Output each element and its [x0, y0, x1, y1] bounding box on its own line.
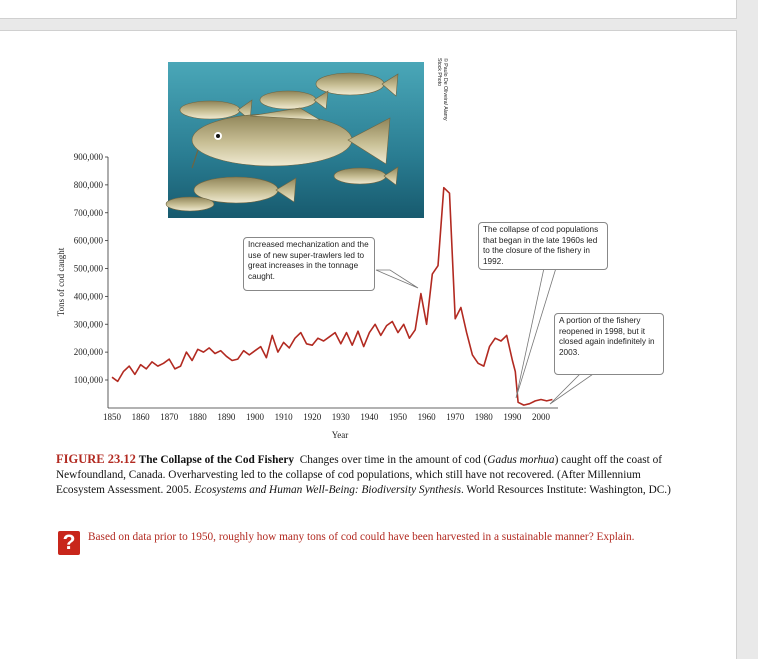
question-icon: ?: [58, 531, 80, 555]
x-tick-label: 1990: [503, 412, 522, 422]
source-title: Ecosystems and Human Well-Being: Biodive…: [194, 484, 461, 496]
x-tick-label: 1930: [332, 412, 351, 422]
x-tick-label: 1920: [303, 412, 322, 422]
callout-pointers: [375, 267, 598, 405]
x-tick-label: 1900: [246, 412, 265, 422]
photo-credit: © Paulo De Oliveira/ Alamy Stock Photo: [436, 58, 448, 121]
figure-caption: FIGURE 23.12 The Collapse of the Cod Fis…: [56, 452, 671, 496]
callout-mechanization: Increased mechanization and the use of n…: [243, 237, 375, 291]
y-tick-label: 500,000: [74, 264, 104, 274]
species-name: Gadus morhua: [487, 454, 555, 466]
x-tick-label: 1890: [217, 412, 236, 422]
callout-collapse: The collapse of cod populations that beg…: [478, 222, 608, 270]
x-tick-label: 1960: [418, 412, 437, 422]
y-tick-label: 300,000: [74, 319, 104, 329]
x-axis-ticks: 1850 1860 1870 1880 1890 1900 1910 1920 1930 1940…: [103, 412, 551, 422]
x-tick-label: 2000: [532, 412, 551, 422]
x-tick-label: 1970: [446, 412, 465, 422]
y-axis-ticks: 100,000 200,000 300,000 400,000 500,000 600,0…: [74, 152, 108, 385]
y-tick-label: 600,000: [74, 236, 104, 246]
series-line: [111, 186, 553, 406]
y-tick-label: 400,000: [74, 291, 104, 301]
top-page-strip: [0, 0, 737, 19]
y-tick-label: 800,000: [74, 180, 104, 190]
figure-number: FIGURE 23.12: [56, 452, 136, 466]
x-tick-label: 1880: [189, 412, 208, 422]
y-axis-label: Tons of cod caught: [56, 247, 66, 316]
callout-reopened: A portion of the fishery reopened in 199…: [554, 313, 664, 375]
x-tick-label: 1910: [275, 412, 294, 422]
y-tick-label: 100,000: [74, 375, 104, 385]
cod-photo: [165, 62, 424, 218]
figure-title: The Collapse of the Cod Fishery: [138, 454, 295, 466]
y-tick-label: 700,000: [74, 208, 104, 218]
x-tick-label: 1980: [475, 412, 494, 422]
y-tick-label: 900,000: [74, 152, 104, 162]
y-tick-label: 200,000: [74, 347, 104, 357]
question-text: Based on data prior to 1950, roughly how…: [88, 531, 635, 543]
axes: [107, 157, 558, 409]
x-tick-label: 1850: [103, 412, 122, 422]
x-tick-label: 1940: [360, 412, 379, 422]
x-tick-label: 1870: [160, 412, 179, 422]
x-tick-label: 1860: [132, 412, 151, 422]
cod-chart: 100,000 200,000 300,000 400,000 500,000 600,0…: [56, 62, 598, 440]
x-tick-label: 1950: [389, 412, 408, 422]
x-axis-label: Year: [332, 430, 349, 440]
